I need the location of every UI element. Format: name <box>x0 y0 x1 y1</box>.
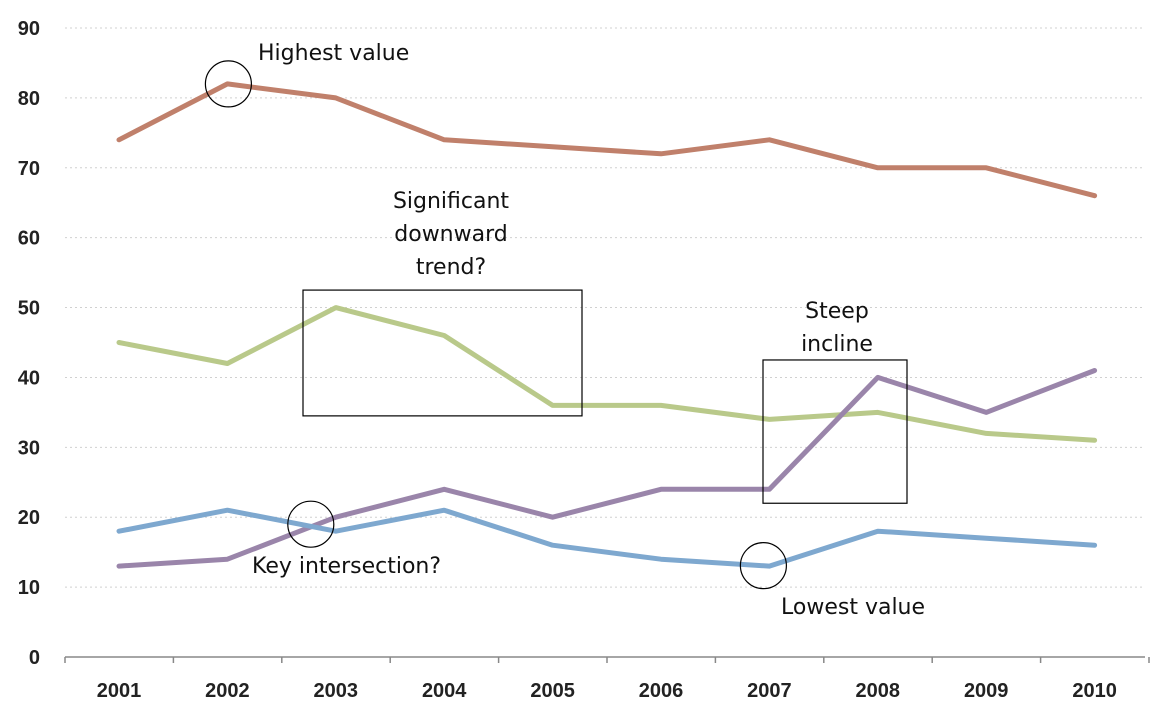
x-tick-label: 2005 <box>530 680 575 702</box>
highlight-box <box>302 289 583 417</box>
x-tick-label: 2003 <box>314 680 359 702</box>
highlight-circle <box>204 60 252 108</box>
annotation-label: Key intersection? <box>252 554 441 579</box>
series-line-2 <box>116 305 1098 443</box>
y-tick-label: 60 <box>18 228 40 250</box>
x-tick-label: 2009 <box>964 680 1009 702</box>
x-tick-label: 2010 <box>1072 680 1117 702</box>
annotation-label: Steep incline <box>801 299 873 357</box>
y-tick-label: 0 <box>29 647 40 669</box>
y-tick-label: 10 <box>18 577 40 599</box>
series-line-1 <box>116 81 1098 199</box>
annotation-label: Significant downward trend? <box>393 189 509 280</box>
x-tick-label: 2004 <box>422 680 467 702</box>
series-line-3 <box>116 368 1098 569</box>
annotation-line: incline <box>801 332 873 357</box>
highlight-box <box>762 359 908 504</box>
y-tick-label: 30 <box>18 437 40 459</box>
y-tick-label: 70 <box>18 158 40 180</box>
x-tick-label: 2002 <box>205 680 250 702</box>
annotation-line: Highest value <box>258 41 409 66</box>
annotations: Highest value Significant downward trend? St… <box>204 41 925 620</box>
annotation-line: downward <box>394 222 507 247</box>
axes: 0 10 20 30 40 50 60 70 80 90 2001 2002 2003 2004 2005 2… <box>18 18 1150 702</box>
x-tick-label: 2007 <box>747 680 792 702</box>
highlight-circle <box>287 500 335 548</box>
x-tick-label: 2006 <box>639 680 684 702</box>
annotation-label: Highest value <box>258 41 409 66</box>
y-tick-label: 90 <box>18 18 40 40</box>
gridlines <box>65 27 1145 588</box>
y-tick-label: 80 <box>18 88 40 110</box>
annotation-line: Key intersection? <box>252 554 441 579</box>
highlight-circle <box>739 542 788 590</box>
annotation-line: trend? <box>416 255 486 280</box>
x-tick-label: 2008 <box>856 680 901 702</box>
y-tick-label: 20 <box>18 507 40 529</box>
series-lines <box>116 81 1098 569</box>
annotation-line: Significant <box>393 189 509 214</box>
y-tick-label: 50 <box>18 298 40 320</box>
series-line-4 <box>116 507 1098 569</box>
y-tick-label: 40 <box>18 367 40 389</box>
x-tick-label: 2001 <box>97 680 142 702</box>
annotation-line: Steep <box>805 299 869 324</box>
annotation-line: Lowest value <box>781 595 925 620</box>
annotation-label: Lowest value <box>781 595 925 620</box>
